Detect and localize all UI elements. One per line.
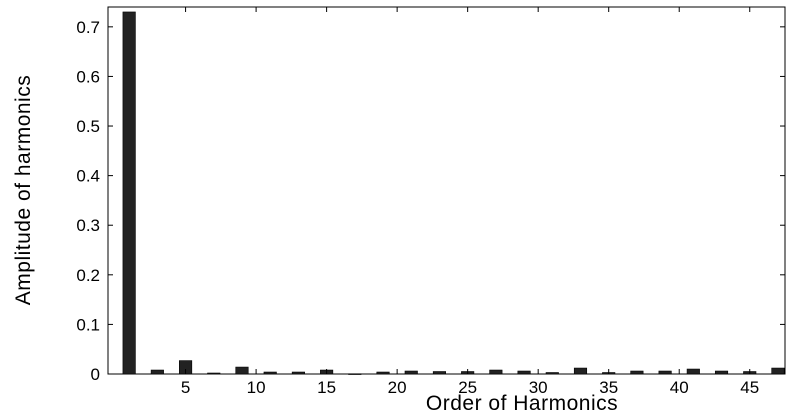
bar-harmonic-13 [291,371,305,375]
bar-harmonic-31 [545,372,559,375]
x-ticks-group: 5 10 15 20 25 30 35 40 45 [181,7,759,397]
bar-harmonic-11 [263,371,277,375]
bar-harmonic-9 [235,366,249,375]
y-tick-label: 0.7 [76,18,100,37]
bar-harmonic-21 [404,370,418,375]
bar-harmonic-19 [376,371,390,375]
y-tick-label: 0.2 [76,266,100,285]
bar-harmonic-39 [658,370,672,375]
bar-harmonic-29 [517,370,531,375]
x-tick-label: 5 [181,378,190,397]
bar-harmonic-43 [714,370,729,375]
x-axis-title: Order of Harmonics [426,392,618,414]
x-tick-label: 45 [740,378,759,397]
x-tick-label: 25 [458,378,477,397]
y-tick-label: 0.1 [76,315,100,334]
y-tick-label: 0.5 [76,117,100,136]
bar-harmonic-3 [150,369,164,375]
x-tick-label: 20 [388,378,407,397]
bar-harmonic-47 [771,367,785,375]
plot-area [107,6,786,375]
y-tick-label: 0 [91,365,100,384]
bar-harmonic-37 [630,370,644,375]
x-tick-label: 10 [247,378,266,397]
y-axis-title: Amplitude of harmonics [12,75,35,305]
y-tick-label: 0.6 [76,67,100,86]
bar-harmonic-1 [122,11,136,375]
bar-harmonic-41 [686,368,700,375]
x-tick-label: 30 [529,378,548,397]
bar-harmonic-33 [573,367,588,375]
bar-harmonic-7 [207,372,221,375]
bar-harmonic-23 [432,371,447,375]
x-tick-label: 15 [317,378,336,397]
bar-harmonic-17 [348,373,362,375]
x-tick-label: 35 [599,378,618,397]
x-tick-label: 40 [670,378,689,397]
y-tick-label: 0.4 [76,167,100,186]
y-ticks-group: 0 0.1 0.2 0.3 0.4 0.5 0.6 0.7 [76,18,785,384]
y-tick-label: 0.3 [76,216,100,235]
bar-harmonic-27 [489,369,503,375]
